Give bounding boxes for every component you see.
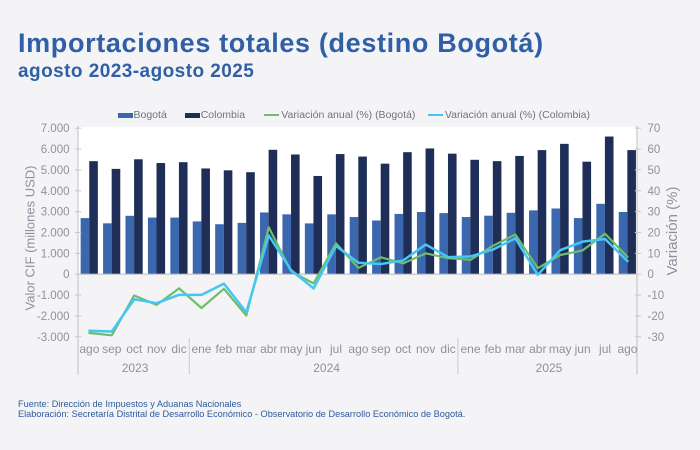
svg-text:may: may: [280, 342, 303, 356]
svg-text:jul: jul: [329, 342, 342, 356]
svg-text:mar: mar: [505, 342, 526, 356]
svg-text:10: 10: [648, 248, 661, 260]
svg-text:dic: dic: [171, 342, 186, 356]
svg-text:ago: ago: [617, 342, 637, 356]
svg-text:2.000: 2.000: [41, 227, 70, 239]
svg-text:3.000: 3.000: [41, 207, 70, 219]
svg-text:50: 50: [648, 165, 661, 177]
svg-text:2023: 2023: [122, 361, 149, 375]
svg-text:-2.000: -2.000: [37, 311, 70, 323]
svg-text:nov: nov: [416, 342, 435, 356]
svg-text:0: 0: [648, 269, 654, 281]
svg-text:feb: feb: [216, 342, 233, 356]
svg-text:-1.000: -1.000: [37, 290, 70, 302]
svg-text:4.000: 4.000: [41, 186, 70, 198]
svg-text:6.000: 6.000: [41, 144, 70, 156]
svg-text:feb: feb: [485, 342, 502, 356]
svg-text:oct: oct: [395, 342, 412, 356]
svg-text:jun: jun: [574, 342, 591, 356]
svg-text:sep: sep: [102, 342, 122, 356]
svg-text:2024: 2024: [313, 361, 340, 375]
svg-text:ago: ago: [348, 342, 368, 356]
svg-text:70: 70: [648, 123, 661, 135]
svg-text:20: 20: [648, 227, 661, 239]
svg-text:Valor CIF (millones USD): Valor CIF (millones USD): [23, 166, 38, 311]
svg-text:0: 0: [63, 269, 69, 281]
svg-text:abr: abr: [260, 342, 277, 356]
svg-text:-30: -30: [648, 332, 665, 344]
svg-text:-10: -10: [648, 290, 665, 302]
svg-text:sep: sep: [371, 342, 391, 356]
svg-text:jul: jul: [598, 342, 611, 356]
svg-text:may: may: [549, 342, 572, 356]
svg-text:60: 60: [648, 144, 661, 156]
svg-text:jun: jun: [305, 342, 322, 356]
svg-text:30: 30: [648, 207, 661, 219]
svg-text:2025: 2025: [536, 361, 563, 375]
svg-text:-20: -20: [648, 311, 665, 323]
svg-text:40: 40: [648, 186, 661, 198]
svg-text:-3.000: -3.000: [37, 332, 70, 344]
svg-text:Variación (%): Variación (%): [664, 187, 681, 276]
svg-text:1.000: 1.000: [41, 248, 70, 260]
svg-text:abr: abr: [529, 342, 546, 356]
svg-text:oct: oct: [126, 342, 143, 356]
svg-text:ago: ago: [79, 342, 99, 356]
svg-text:7.000: 7.000: [41, 123, 70, 135]
svg-text:ene: ene: [461, 342, 481, 356]
svg-text:5.000: 5.000: [41, 165, 70, 177]
svg-text:ene: ene: [191, 342, 211, 356]
svg-text:dic: dic: [440, 342, 455, 356]
svg-text:mar: mar: [236, 342, 257, 356]
svg-text:nov: nov: [147, 342, 166, 356]
